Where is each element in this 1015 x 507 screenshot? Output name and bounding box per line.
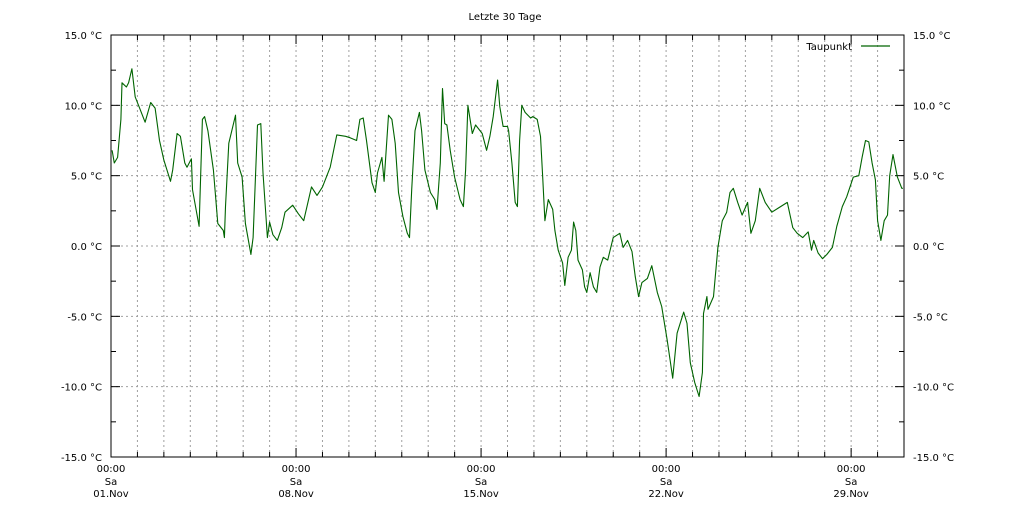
x-tick-weekday: Sa — [105, 477, 117, 488]
x-tick-weekday: Sa — [475, 477, 487, 488]
x-tick-time: 00:00 — [652, 464, 681, 475]
x-tick-time: 00:00 — [97, 464, 126, 475]
y-tick-label-left: -15.0 °C — [61, 453, 102, 464]
grid — [111, 35, 904, 457]
y-tick-label-right: -15.0 °C — [913, 453, 954, 464]
y-tick-label-right: 15.0 °C — [913, 31, 950, 42]
x-tick-date: 15.Nov — [463, 489, 499, 500]
x-tick-time: 00:00 — [837, 464, 866, 475]
series-group — [111, 68, 903, 398]
y-tick-label-right: 10.0 °C — [913, 101, 950, 112]
y-tick-label-left: -5.0 °C — [67, 312, 102, 323]
x-tick-date: 08.Nov — [278, 489, 314, 500]
legend-label: Taupunkt — [805, 42, 852, 53]
y-tick-label-left: 5.0 °C — [71, 172, 102, 183]
y-tick-label-right: 0.0 °C — [913, 242, 944, 253]
plot-border — [110, 34, 905, 458]
chart-title: Letzte 30 Tage — [469, 12, 542, 23]
y-tick-label-right: -10.0 °C — [913, 383, 954, 394]
x-tick-labels: 00:00Sa01.Nov00:00Sa08.Nov00:00Sa15.Nov0… — [93, 464, 869, 500]
y-tick-label-left: 0.0 °C — [71, 242, 102, 253]
x-tick-date: 01.Nov — [93, 489, 129, 500]
y-tick-label-right: 5.0 °C — [913, 172, 944, 183]
x-tick-weekday: Sa — [290, 477, 302, 488]
axes — [110, 34, 905, 458]
x-tick-time: 00:00 — [282, 464, 311, 475]
y-tick-labels: 15.0 °C 15.0 °C 10.0 °C 10.0 °C 5.0 °C 5.0 °C… — [61, 31, 954, 464]
x-tick-date: 29.Nov — [833, 489, 869, 500]
legend: Taupunkt — [805, 42, 890, 53]
y-tick-label-left: 10.0 °C — [65, 101, 102, 112]
series-line-taupunkt — [111, 68, 903, 398]
x-tick-time: 00:00 — [467, 464, 496, 475]
y-tick-label-left: -10.0 °C — [61, 383, 102, 394]
x-tick-weekday: Sa — [845, 477, 857, 488]
y-tick-label-right: -5.0 °C — [913, 312, 948, 323]
x-tick-date: 22.Nov — [648, 489, 684, 500]
y-tick-label-left: 15.0 °C — [65, 31, 102, 42]
x-tick-weekday: Sa — [660, 477, 672, 488]
